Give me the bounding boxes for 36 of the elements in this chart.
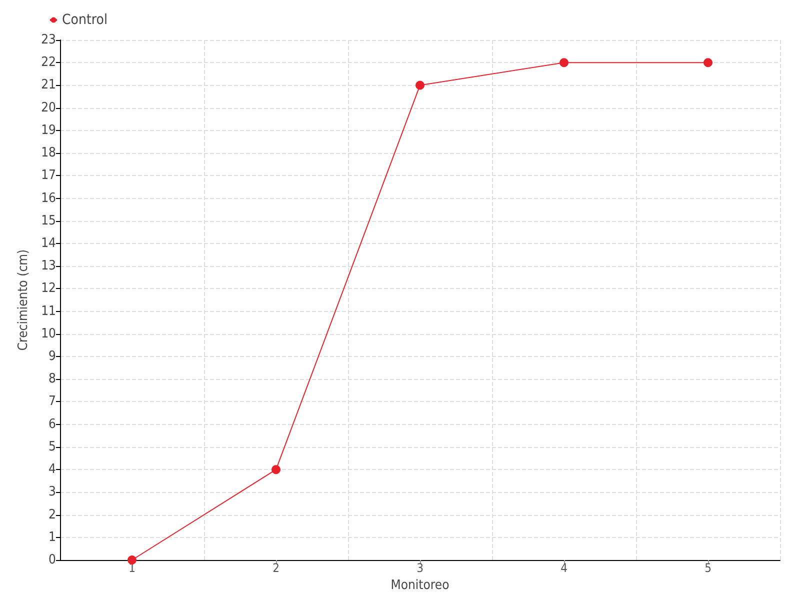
y-tick-label: 16 <box>41 190 56 206</box>
y-tick-label: 14 <box>41 236 56 251</box>
y-tick-label: 5 <box>48 439 56 454</box>
point <box>560 58 568 68</box>
y-tick-label: 2 <box>48 507 56 522</box>
x-tick-label: 2 <box>272 561 280 575</box>
y-tick-label: 17 <box>41 168 56 184</box>
y-tick-label: 3 <box>48 484 56 500</box>
y-tick-label: 11 <box>41 304 56 319</box>
x-tick-label: 5 <box>704 561 712 575</box>
point <box>272 465 280 474</box>
y-tick-label: 0 <box>48 552 56 568</box>
y-tick-label: 12 <box>41 281 56 296</box>
y-tick-label: 15 <box>41 213 56 228</box>
y-tick-label: 10 <box>41 326 56 342</box>
x-tick-label: 3 <box>416 561 424 575</box>
legend-label: Control <box>62 12 108 28</box>
x-tick-label: 4 <box>560 561 568 575</box>
y-tick-label: 20 <box>41 100 56 116</box>
y-tick-label: 18 <box>41 146 56 161</box>
y-tick-label: 21 <box>41 78 56 93</box>
y-tick-label: 13 <box>41 258 56 274</box>
point <box>128 556 136 564</box>
y-tick-label: 1 <box>48 530 56 545</box>
y-tick-label: 7 <box>48 394 56 410</box>
x-axis-title: Monitoreo <box>390 578 450 593</box>
y-tick-label: 9 <box>48 349 56 364</box>
y-tick-label: 19 <box>41 122 56 138</box>
y-tick-label: 6 <box>48 416 56 432</box>
point <box>704 58 712 68</box>
y-tick-label: 8 <box>48 372 56 387</box>
y-tick-label: 22 <box>41 55 56 70</box>
y-tick-label: 4 <box>48 462 56 478</box>
y-tick-label: 23 <box>41 32 56 48</box>
y-axis-title: Crecimiento (cm) <box>16 249 32 351</box>
point <box>416 80 424 90</box>
